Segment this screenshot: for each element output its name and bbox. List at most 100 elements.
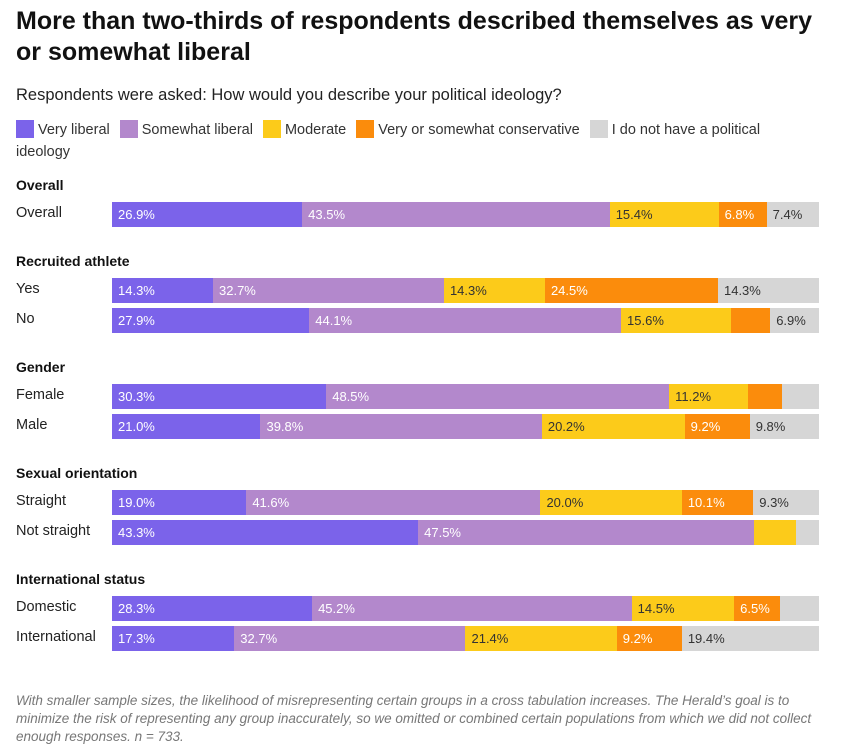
- data-label: 7.4%: [772, 207, 803, 222]
- bar-segment-somewhat-liberal: 48.5%: [326, 384, 670, 409]
- data-label: 30.3%: [118, 389, 155, 404]
- bar-segment-somewhat-liberal: 45.2%: [312, 596, 632, 621]
- row-label: Overall: [16, 205, 62, 221]
- row-label: No: [16, 311, 35, 327]
- bar-segment-moderate: 15.6%: [621, 308, 732, 333]
- bar-segment-no-ideology: 14.3%: [717, 278, 819, 303]
- data-label: 9.2%: [690, 419, 721, 434]
- bar-segment-no-ideology: 9.3%: [753, 490, 819, 515]
- bar-segment-very-liberal: 30.3%: [112, 384, 327, 409]
- bar-segment-very-liberal: 28.3%: [112, 596, 313, 621]
- bar-segment-somewhat-liberal: 39.8%: [260, 414, 542, 439]
- bar-segment-no-ideology: [780, 596, 819, 621]
- group-heading: International status: [16, 571, 146, 587]
- data-label: 9.3%: [759, 495, 789, 510]
- row-label: Straight: [16, 493, 66, 509]
- chart-subtitle: Respondents were asked: How would you de…: [16, 86, 562, 104]
- data-label: 20.2%: [547, 419, 585, 434]
- row-label: Domestic: [16, 599, 77, 615]
- data-label: 11.2%: [675, 389, 712, 404]
- data-label: 19.0%: [118, 495, 155, 510]
- bar-segment-moderate: 20.0%: [540, 490, 682, 515]
- group-heading: Overall: [16, 177, 64, 193]
- bar-segment-moderate: 14.3%: [443, 278, 545, 303]
- legend-item-conservative: Very or somewhat conservative: [356, 120, 580, 138]
- group-heading: Sexual orientation: [16, 465, 138, 481]
- legend-item-somewhat-liberal: Somewhat liberal: [119, 120, 253, 138]
- bar-segment-no-ideology: 6.9%: [770, 308, 819, 333]
- bar-segment-very-liberal: 21.0%: [112, 414, 261, 439]
- data-label: 21.4%: [471, 631, 509, 646]
- data-label: 17.3%: [118, 631, 155, 646]
- legend-swatch: [356, 120, 375, 138]
- bar-segment-conservative: 9.2%: [684, 414, 750, 439]
- data-label: 14.3%: [118, 283, 155, 298]
- data-label: 15.4%: [615, 207, 653, 222]
- bar-segment-very-liberal: 43.3%: [112, 520, 419, 545]
- bar-segment-moderate: 21.4%: [465, 626, 617, 651]
- bar-segment-conservative: 9.2%: [616, 626, 682, 651]
- data-label: 9.2%: [622, 631, 653, 646]
- bar-segment-somewhat-liberal: 41.6%: [246, 490, 541, 515]
- group-heading: Recruited athlete: [16, 253, 130, 269]
- group-heading: Gender: [16, 359, 66, 375]
- data-label: 32.7%: [219, 283, 256, 298]
- data-label: 14.5%: [637, 601, 675, 616]
- bar-segment-moderate: [753, 520, 796, 545]
- row-label: Female: [16, 387, 65, 403]
- data-label: 45.2%: [318, 601, 355, 616]
- row-label: Male: [16, 417, 48, 433]
- data-label: 14.3%: [449, 283, 487, 298]
- data-label: 10.1%: [687, 495, 725, 510]
- row-label: International: [16, 629, 96, 645]
- bar-segment-very-liberal: 27.9%: [112, 308, 310, 333]
- data-label: 44.1%: [315, 313, 353, 328]
- data-label: 47.5%: [424, 525, 461, 540]
- legend-item-moderate: Moderate: [262, 120, 346, 138]
- bar-segment-somewhat-liberal: 32.7%: [213, 278, 444, 303]
- bar-segment-moderate: 14.5%: [631, 596, 735, 621]
- data-label: 32.7%: [240, 631, 278, 646]
- data-label: 26.9%: [118, 207, 155, 222]
- stacked-bar: 19.0% 41.6% 20.0% 10.1% 9.3%: [112, 490, 819, 515]
- data-label: 9.8%: [755, 419, 786, 434]
- data-label: 14.3%: [723, 283, 761, 298]
- stacked-bar: 28.3% 45.2% 14.5% 6.5%: [112, 596, 819, 621]
- chart-title: More than two-thirds of respondents desc…: [16, 7, 813, 66]
- bar-segment-no-ideology: 19.4%: [681, 626, 819, 651]
- bar-segment-conservative: 24.5%: [544, 278, 718, 303]
- data-label: 20.0%: [546, 495, 584, 510]
- bar-segment-no-ideology: [782, 384, 819, 409]
- data-label: 6.5%: [740, 601, 770, 616]
- row-label: Yes: [16, 281, 40, 297]
- legend-label: Very liberal: [38, 122, 110, 138]
- data-label: 6.9%: [776, 313, 806, 328]
- data-label: 41.6%: [252, 495, 290, 510]
- bar-segment-very-liberal: 17.3%: [112, 626, 235, 651]
- legend-item-very-liberal: Very liberal: [16, 120, 110, 138]
- data-label: 28.3%: [118, 601, 155, 616]
- bar-segment-conservative: 6.8%: [718, 202, 767, 227]
- legend-item-no-ideology: I do not have a political ideology: [16, 120, 761, 160]
- legend-label: I do not have a political ideology: [16, 122, 761, 160]
- bar-segment-no-ideology: 7.4%: [766, 202, 819, 227]
- data-label: 24.5%: [550, 283, 588, 298]
- bar-segment-very-liberal: 19.0%: [112, 490, 247, 515]
- row-label: Not straight: [16, 523, 91, 539]
- stacked-bar: 27.9% 44.1% 15.6% 6.9%: [112, 308, 819, 333]
- bar-segment-very-liberal: 26.9%: [112, 202, 303, 227]
- data-label: 15.6%: [627, 313, 664, 328]
- data-label: 43.3%: [118, 525, 155, 540]
- stacked-bar: 14.3% 32.7% 14.3% 24.5% 14.3%: [112, 278, 819, 303]
- stacked-bar: 43.3% 47.5%: [112, 520, 819, 545]
- legend-label: Very or somewhat conservative: [378, 122, 580, 138]
- data-label: 6.8%: [724, 207, 755, 222]
- data-label: 48.5%: [332, 389, 370, 404]
- legend-label: Somewhat liberal: [141, 122, 253, 138]
- data-label: 27.9%: [118, 313, 155, 328]
- bar-segment-no-ideology: [795, 520, 819, 545]
- bar-segment-moderate: 11.2%: [669, 384, 749, 409]
- stacked-bar: 21.0% 39.8% 20.2% 9.2% 9.8%: [112, 414, 819, 439]
- bar-segment-conservative: [748, 384, 783, 409]
- bar-segment-no-ideology: 9.8%: [749, 414, 819, 439]
